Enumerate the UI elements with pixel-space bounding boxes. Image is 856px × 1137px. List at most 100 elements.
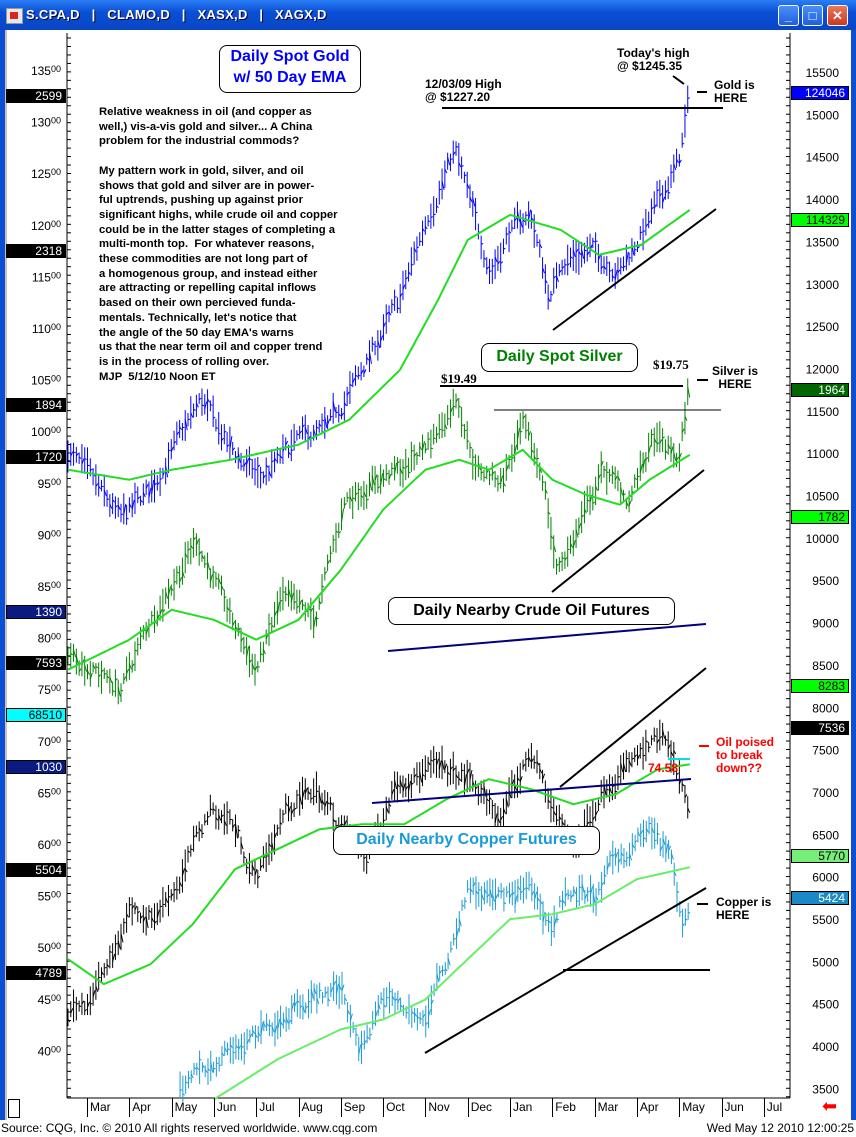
close-tick [212, 416, 216, 419]
close-tick [419, 445, 423, 451]
close-tick [657, 832, 660, 836]
close-tick [665, 738, 668, 742]
close-tick [528, 209, 532, 220]
close-tick [536, 897, 540, 902]
close-tick [519, 218, 523, 228]
close-tick [159, 905, 163, 908]
close-tick [190, 412, 194, 418]
close-tick [332, 818, 336, 823]
close-tick [391, 303, 395, 306]
close-tick [542, 911, 546, 923]
close-tick [204, 563, 207, 565]
close-tick [70, 451, 74, 457]
scroll-box[interactable] [8, 1099, 20, 1118]
close-tick [78, 1005, 82, 1008]
close-tick [486, 893, 490, 898]
close-tick [288, 1019, 292, 1024]
close-tick [156, 482, 160, 486]
month-label: Mar [90, 1100, 111, 1114]
close-tick [216, 1062, 219, 1065]
close-tick [294, 1001, 297, 1008]
close-tick [327, 559, 331, 565]
close-tick [382, 322, 386, 328]
minimize-button[interactable]: _ [778, 5, 799, 26]
close-tick [313, 987, 317, 995]
close-tick [645, 456, 649, 461]
close-tick [486, 798, 490, 802]
close-tick [201, 555, 205, 559]
close-tick [101, 669, 104, 673]
close-tick [424, 448, 428, 451]
close-tick [483, 257, 487, 260]
close-tick [531, 891, 535, 896]
close-tick [458, 918, 462, 927]
close-tick [645, 223, 649, 228]
close-tick [609, 270, 612, 272]
right-axis-label: 6500 [812, 828, 839, 842]
close-button[interactable]: ✕ [827, 5, 848, 26]
close-tick [519, 776, 523, 782]
close-tick [458, 777, 462, 781]
close-tick [497, 889, 501, 893]
close-tick [266, 1023, 270, 1027]
window-title-bar[interactable]: S.CPA,D | CLAMO,D | XASX,D | XAGX,D _ □ … [0, 0, 856, 30]
close-tick [302, 424, 305, 428]
close-tick [101, 971, 104, 976]
close-tick [598, 888, 601, 891]
close-tick [369, 1033, 373, 1036]
maximize-button[interactable]: □ [802, 5, 823, 26]
close-tick [193, 537, 196, 541]
close-tick [399, 293, 403, 297]
close-tick [542, 267, 546, 274]
right-price-tag: 5424 [791, 890, 849, 905]
close-tick [318, 600, 322, 605]
close-tick [567, 263, 570, 266]
close-tick [215, 577, 219, 580]
close-tick [481, 893, 485, 901]
close-tick [413, 247, 417, 253]
close-tick [514, 444, 518, 455]
close-tick [517, 777, 520, 782]
month-label: Dec [470, 1100, 493, 1114]
close-tick [469, 446, 473, 449]
close-tick [210, 1062, 214, 1073]
close-tick [609, 854, 613, 857]
oil-title-box: Daily Nearby Crude Oil Futures [388, 597, 675, 625]
close-tick [581, 514, 585, 518]
close-tick [629, 853, 633, 861]
close-tick [299, 430, 303, 434]
close-tick [547, 297, 551, 302]
close-tick [586, 251, 590, 256]
close-tick [179, 576, 183, 583]
close-tick [436, 432, 439, 436]
close-tick [78, 668, 82, 672]
close-tick [466, 440, 470, 443]
close-tick [425, 1022, 429, 1026]
close-tick [597, 254, 601, 260]
close-tick [145, 484, 149, 489]
close-tick [589, 821, 593, 824]
close-tick [475, 211, 478, 214]
close-tick [224, 1047, 228, 1053]
close-tick [394, 998, 398, 1002]
close-tick [227, 1048, 230, 1051]
close-tick [383, 1004, 387, 1008]
close-tick [500, 261, 504, 264]
close-tick [207, 1068, 211, 1072]
close-tick [623, 859, 627, 863]
close-tick [433, 758, 436, 761]
close-tick [617, 776, 621, 778]
close-tick [349, 1013, 353, 1022]
close-tick [612, 785, 615, 788]
close-tick [352, 378, 356, 384]
left-axis-label: 11000 [32, 322, 61, 336]
close-tick [73, 1001, 76, 1004]
scroll-right-arrow-icon[interactable]: ⬅ [822, 1096, 838, 1116]
right-axis-label: 9000 [812, 617, 839, 631]
left-price-tag: 1390 [6, 604, 66, 619]
close-tick [335, 530, 339, 533]
close-tick [204, 401, 208, 409]
close-tick [360, 369, 364, 375]
close-tick [424, 769, 428, 773]
